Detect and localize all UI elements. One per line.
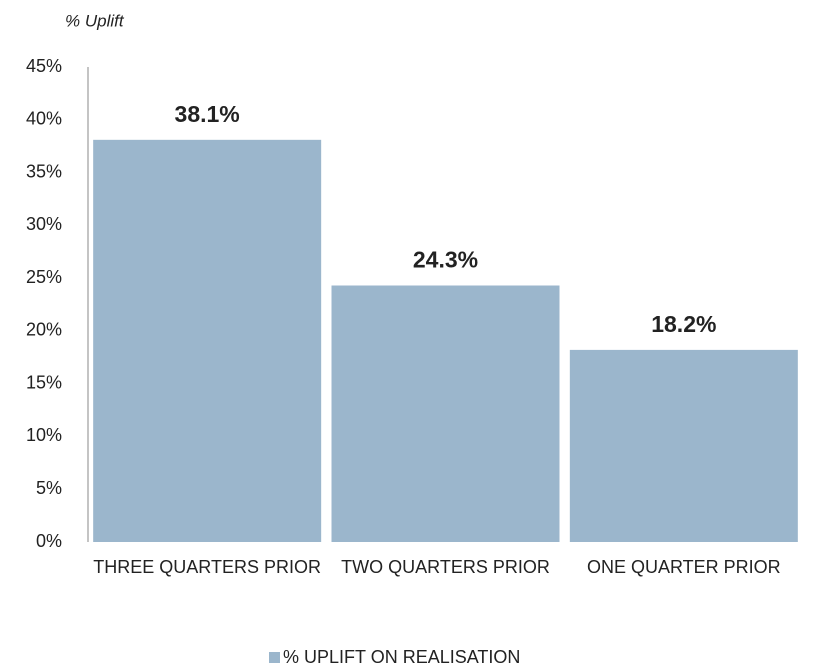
data-label: 24.3% [413, 247, 478, 273]
y-tick-label: 25% [26, 267, 62, 287]
bar [93, 139, 322, 543]
y-tick-label: 45% [26, 56, 62, 76]
x-tick-label: TWO QUARTERS PRIOR [341, 557, 550, 577]
data-label: 38.1% [175, 101, 240, 127]
legend-label: % UPLIFT ON REALISATION [283, 647, 520, 667]
y-tick-label: 40% [26, 109, 62, 129]
legend-swatch [269, 652, 280, 663]
y-tick-label: 0% [36, 531, 62, 551]
bar [569, 349, 798, 542]
data-label: 18.2% [651, 311, 716, 337]
y-axis-label: % Uplift [65, 11, 125, 30]
x-tick-label: THREE QUARTERS PRIOR [93, 557, 321, 577]
y-tick-label: 10% [26, 425, 62, 445]
y-tick-label: 35% [26, 161, 62, 181]
bar [331, 285, 560, 542]
y-tick-label: 5% [36, 478, 62, 498]
y-tick-label: 30% [26, 214, 62, 234]
x-tick-label: ONE QUARTER PRIOR [586, 557, 781, 577]
y-tick-label: 15% [26, 372, 62, 392]
y-tick-label: 20% [26, 320, 62, 340]
